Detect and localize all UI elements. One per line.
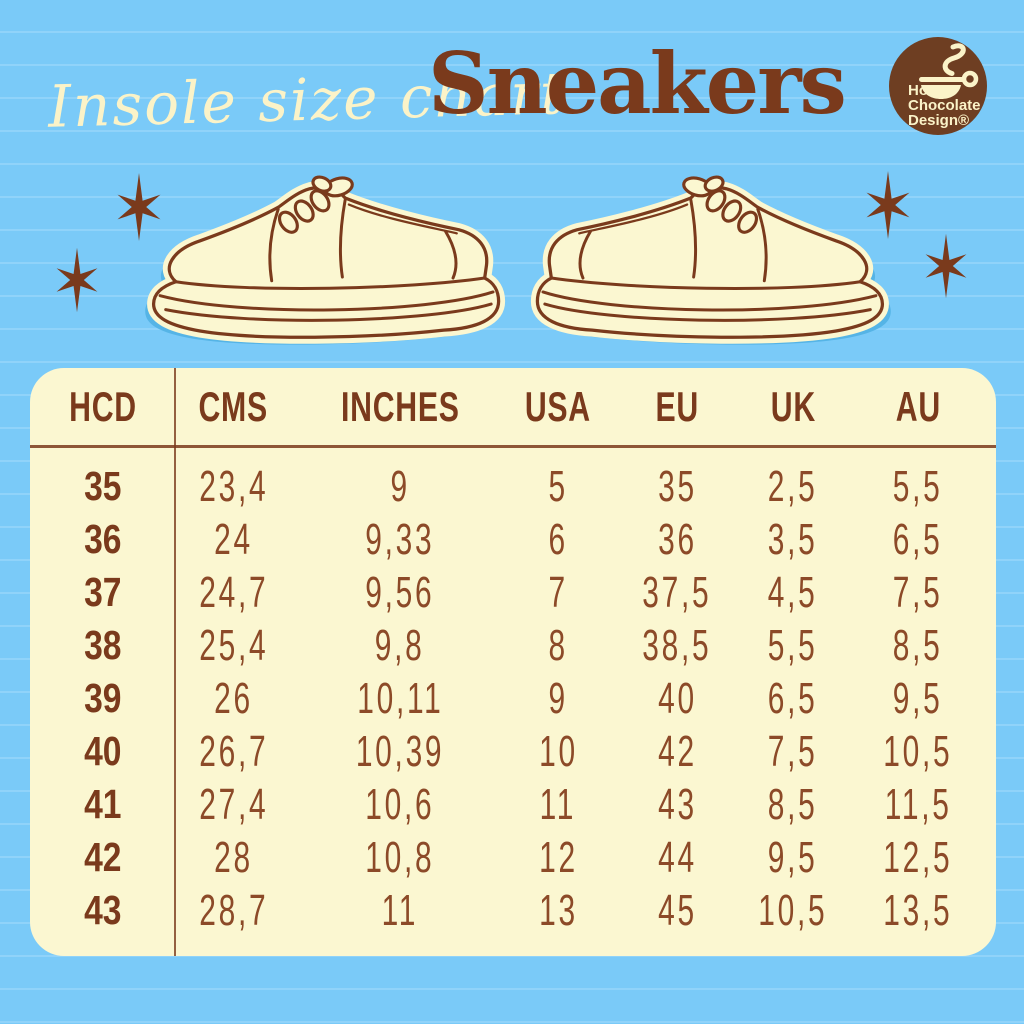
left-sneaker-illustration (145, 174, 498, 344)
size-cell: 42 (83, 834, 122, 880)
size-cell: 24 (214, 514, 253, 564)
hot-chocolate-design-logo-icon: Hot Chocolate Design® (889, 37, 987, 135)
size-cell: 35 (657, 461, 697, 511)
size-cell: 9 (390, 461, 410, 511)
size-cell: 5 (548, 461, 568, 511)
size-cell: 3,5 (768, 514, 818, 564)
table-row: 41 27,4 10,6 11 43 8,5 11,5 (30, 778, 996, 831)
sparkle-star-icon (866, 171, 910, 239)
size-cell: 42 (657, 726, 697, 776)
size-cell: 7,5 (768, 726, 818, 776)
size-cell: 10,8 (365, 832, 435, 882)
col-header-eu: EU (655, 382, 699, 430)
table-row: 36 24 9,33 6 36 3,5 6,5 (30, 513, 996, 566)
sparkle-star-icon (925, 233, 967, 299)
size-cell: 40 (657, 673, 697, 723)
sneakers-illustration (56, 162, 967, 368)
size-cell: 8,5 (768, 779, 818, 829)
size-cell: 10,6 (365, 779, 435, 829)
size-cell: 38,5 (642, 620, 712, 670)
size-cell: 25,4 (198, 620, 269, 670)
size-cell: 43 (83, 887, 122, 933)
size-cell: 7,5 (893, 567, 943, 617)
size-cell: 10,5 (758, 885, 828, 935)
size-cell: 11 (381, 885, 419, 935)
size-cell: 10,11 (356, 673, 444, 723)
size-cell: 9,5 (893, 673, 943, 723)
brand-logo: Hot Chocolate Design® (886, 34, 990, 138)
size-cell: 9,33 (365, 514, 435, 564)
size-cell: 38 (83, 622, 122, 668)
col-header-usa: USA (524, 382, 592, 430)
logo-text-line2: Chocolate (908, 97, 981, 114)
logo-text-line1: Hot (908, 82, 933, 99)
size-cell: 8,5 (893, 620, 943, 670)
table-body: 35 23,4 9 5 35 2,5 5,5 36 24 9,33 6 36 3… (30, 448, 996, 937)
size-cell: 2,5 (768, 461, 818, 511)
size-cell: 45 (657, 885, 697, 935)
size-cell: 36 (83, 516, 122, 562)
size-cell: 11 (539, 779, 577, 829)
table-row: 37 24,7 9,56 7 37,5 4,5 7,5 (30, 566, 996, 619)
size-cell: 4,5 (768, 567, 818, 617)
size-cell: 28 (214, 832, 253, 882)
size-cell: 10,5 (883, 726, 953, 776)
table-row: 42 28 10,8 12 44 9,5 12,5 (30, 831, 996, 884)
sparkle-star-icon (117, 173, 161, 241)
size-cell: 12 (538, 832, 578, 882)
size-cell: 40 (83, 728, 122, 774)
size-cell: 13 (538, 885, 578, 935)
size-cell: 6,5 (893, 514, 943, 564)
right-sneaker-illustration (537, 174, 890, 344)
size-cell: 10,39 (355, 726, 445, 776)
size-cell: 7 (548, 567, 568, 617)
col-header-uk: UK (770, 382, 816, 430)
size-cell: 23,4 (198, 461, 269, 511)
size-cell: 9 (548, 673, 568, 723)
logo-text-line3: Design® (908, 112, 969, 129)
table-row: 38 25,4 9,8 8 38,5 5,5 8,5 (30, 619, 996, 672)
table-header-row: HCD CMS INCHES USA EU UK AU (30, 368, 996, 448)
size-cell: 11,5 (884, 779, 952, 829)
table-row: 35 23,4 9 5 35 2,5 5,5 (30, 460, 996, 513)
size-cell: 44 (657, 832, 697, 882)
size-cell: 39 (83, 675, 122, 721)
size-cell: 13,5 (883, 885, 953, 935)
col-header-cms: CMS (198, 382, 269, 430)
size-cell: 26 (214, 673, 253, 723)
size-cell: 28,7 (198, 885, 269, 935)
size-cell: 27,4 (198, 779, 269, 829)
size-cell: 37,5 (642, 567, 712, 617)
table-row: 39 26 10,11 9 40 6,5 9,5 (30, 672, 996, 725)
hcd-column-divider (174, 368, 176, 956)
page-title: Sneakers (428, 34, 847, 133)
size-cell: 43 (657, 779, 697, 829)
size-cell: 5,5 (768, 620, 818, 670)
size-cell: 24,7 (198, 567, 269, 617)
col-header-hcd: HCD (68, 382, 137, 430)
size-cell: 8 (548, 620, 568, 670)
size-cell: 5,5 (893, 461, 943, 511)
size-cell: 6,5 (768, 673, 818, 723)
size-cell: 26,7 (198, 726, 269, 776)
size-cell: 9,56 (365, 567, 435, 617)
size-cell: 9,8 (375, 620, 425, 670)
col-header-inches: INCHES (340, 382, 460, 430)
size-cell: 12,5 (883, 832, 953, 882)
size-cell: 41 (83, 781, 122, 827)
size-cell: 9,5 (768, 832, 818, 882)
table-row: 40 26,7 10,39 10 42 7,5 10,5 (30, 725, 996, 778)
size-cell: 37 (83, 569, 122, 615)
size-cell: 10 (538, 726, 578, 776)
steaming-cup-icon (919, 43, 979, 99)
col-header-au: AU (895, 382, 941, 430)
sparkle-star-icon (56, 247, 98, 313)
size-cell: 35 (83, 463, 122, 509)
size-chart-panel: HCD CMS INCHES USA EU UK AU 35 23,4 9 5 … (30, 368, 996, 956)
size-cell: 6 (548, 514, 568, 564)
table-row: 43 28,7 11 13 45 10,5 13,5 (30, 884, 996, 937)
size-cell: 36 (657, 514, 697, 564)
